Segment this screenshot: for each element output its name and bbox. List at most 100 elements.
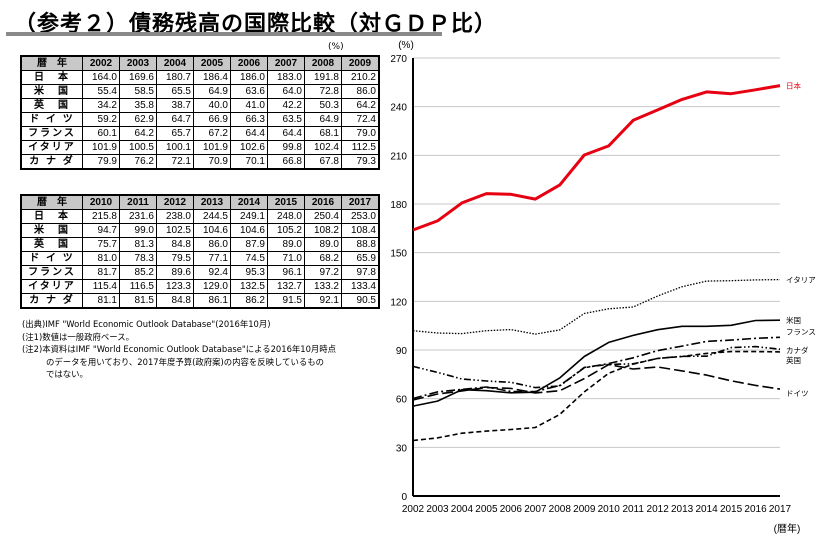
table-cell: 63.6: [230, 84, 268, 99]
x-tick-label: 2003: [426, 504, 449, 515]
table-cell: 89.0: [267, 237, 305, 252]
table-cell: 72.1: [156, 154, 194, 170]
table-cell: 102.4: [304, 140, 342, 155]
country-name: ド イ ツ: [20, 251, 83, 266]
table-cell: 81.1: [82, 293, 120, 309]
table-cell: 79.3: [341, 154, 380, 170]
y-tick-label: 210: [390, 151, 407, 162]
header-year: 2004: [156, 55, 194, 71]
table-cell: 71.0: [267, 251, 305, 266]
header-year: 2007: [267, 55, 305, 71]
table-cell: 99.0: [119, 223, 157, 238]
header-year: 2014: [230, 194, 268, 210]
table-cell: 59.2: [82, 112, 120, 127]
table-cell: 78.3: [119, 251, 157, 266]
table-cell: 70.9: [193, 154, 231, 170]
country-name: イタリア: [20, 279, 83, 294]
country-name: 英 国: [20, 237, 83, 252]
x-tick-label: 2013: [671, 504, 694, 515]
table-cell: 104.6: [230, 223, 268, 238]
note-source: (出典)IMF "World Economic Outlook Database…: [22, 319, 271, 329]
header-year: 2006: [230, 55, 268, 71]
x-tick-label: 2007: [524, 504, 547, 515]
country-name: カ ナ ダ: [20, 154, 83, 170]
table-cell: 92.1: [304, 293, 342, 309]
table-row: フランス 81.7 85.2 89.6 92.4 95.3 96.1 97.2 97.8: [20, 265, 380, 280]
table-cell: 86.1: [193, 293, 231, 309]
x-tick-label: 2010: [598, 504, 621, 515]
table-cell: 70.1: [230, 154, 268, 170]
y-tick-label: 30: [396, 443, 408, 454]
y-tick-label: 240: [390, 103, 407, 114]
header-year: 2012: [156, 194, 194, 210]
table-cell: 65.5: [156, 84, 194, 99]
table-cell: 191.8: [304, 70, 342, 85]
x-tick-label: 2002: [402, 504, 425, 515]
table-cell: 102.6: [230, 140, 268, 155]
table-cell: 77.1: [193, 251, 231, 266]
series-label: フランス: [786, 327, 816, 336]
table-cell: 105.2: [267, 223, 305, 238]
table-cell: 186.0: [230, 70, 268, 85]
table-cell: 67.2: [193, 126, 231, 141]
country-name: イタリア: [20, 140, 83, 155]
y-tick-label: 60: [396, 395, 408, 406]
header-year: 2011: [119, 194, 157, 210]
table-cell: 68.2: [304, 251, 342, 266]
table-cell: 89.6: [156, 265, 194, 280]
table-cell: 123.3: [156, 279, 194, 294]
header-year: 2016: [304, 194, 342, 210]
country-name: 日 本: [20, 70, 83, 85]
header-year: 2013: [193, 194, 231, 210]
y-tick-label: 90: [396, 346, 408, 357]
table-cell: 97.2: [304, 265, 342, 280]
table-cell: 116.5: [119, 279, 157, 294]
table-row: ド イ ツ 59.2 62.9 64.7 66.9 66.3 63.5 64.9 72.4: [20, 112, 380, 127]
table-row: 米 国 94.7 99.0 102.5 104.6 104.6 105.2 108.2 108.…: [20, 223, 380, 238]
table-cell: 95.3: [230, 265, 268, 280]
table-cell: 244.5: [193, 209, 231, 224]
table-cell: 86.0: [193, 237, 231, 252]
table-row: 日 本 164.0 169.6 180.7 186.4 186.0 183.0 191.8 21…: [20, 70, 380, 85]
table-cell: 64.4: [267, 126, 305, 141]
x-tick-label: 2008: [549, 504, 572, 515]
series-line: [412, 336, 781, 400]
table-cell: 100.1: [156, 140, 194, 155]
table-cell: 249.1: [230, 209, 268, 224]
table-cell: 35.8: [119, 98, 157, 113]
table-cell: 41.0: [230, 98, 268, 113]
table-cell: 66.9: [193, 112, 231, 127]
x-tick-label: 2006: [500, 504, 523, 515]
table-cell: 84.8: [156, 293, 194, 309]
table-cell: 64.4: [230, 126, 268, 141]
y-tick-label: 0: [401, 492, 407, 503]
table-cell: 132.5: [230, 279, 268, 294]
x-axis-label: (暦年): [774, 522, 801, 535]
table-cell: 79.5: [156, 251, 194, 266]
table-row: 英 国 34.2 35.8 38.7 40.0 41.0 42.2 50.3 64.2: [20, 98, 380, 113]
series-line: [412, 319, 781, 407]
table-cell: 76.2: [119, 154, 157, 170]
series-line: [412, 278, 781, 335]
table-cell: 90.5: [341, 293, 380, 309]
table-cell: 72.8: [304, 84, 342, 99]
x-ticks: 2002 2003 2004 2005 2006 2007 2008 2009 2010 2011…: [402, 504, 792, 515]
table-cell: 84.8: [156, 237, 194, 252]
table-cell: 65.7: [156, 126, 194, 141]
header-year: 2002: [82, 55, 120, 71]
table-cell: 102.5: [156, 223, 194, 238]
note-2-line-3: ではない。: [46, 369, 88, 379]
x-tick-label: 2009: [573, 504, 596, 515]
table-cell: 50.3: [304, 98, 342, 113]
header-year-label: 暦 年: [20, 55, 83, 71]
table-cell: 34.2: [82, 98, 120, 113]
table-cell: 183.0: [267, 70, 305, 85]
table-row: イタリア 101.9 100.5 100.1 101.9 102.6 99.8 102.4 11…: [20, 140, 380, 155]
country-name: 米 国: [20, 84, 83, 99]
table-cell: 67.8: [304, 154, 342, 170]
table-cell: 81.7: [82, 265, 120, 280]
table-cell: 38.7: [156, 98, 194, 113]
title-underline: [6, 32, 442, 36]
table-cell: 101.9: [193, 140, 231, 155]
